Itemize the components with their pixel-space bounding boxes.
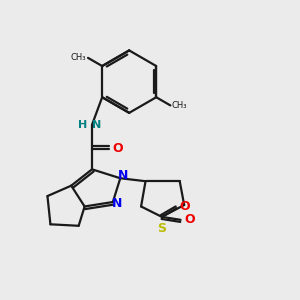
Text: S: S (158, 222, 166, 235)
Text: CH₃: CH₃ (172, 101, 188, 110)
Text: N: N (112, 197, 122, 210)
Text: H: H (78, 120, 88, 130)
Text: O: O (184, 213, 195, 226)
Text: O: O (180, 200, 190, 213)
Text: O: O (113, 142, 124, 155)
Text: N: N (118, 169, 128, 182)
Text: CH₃: CH₃ (70, 53, 86, 62)
Text: N: N (92, 120, 101, 130)
